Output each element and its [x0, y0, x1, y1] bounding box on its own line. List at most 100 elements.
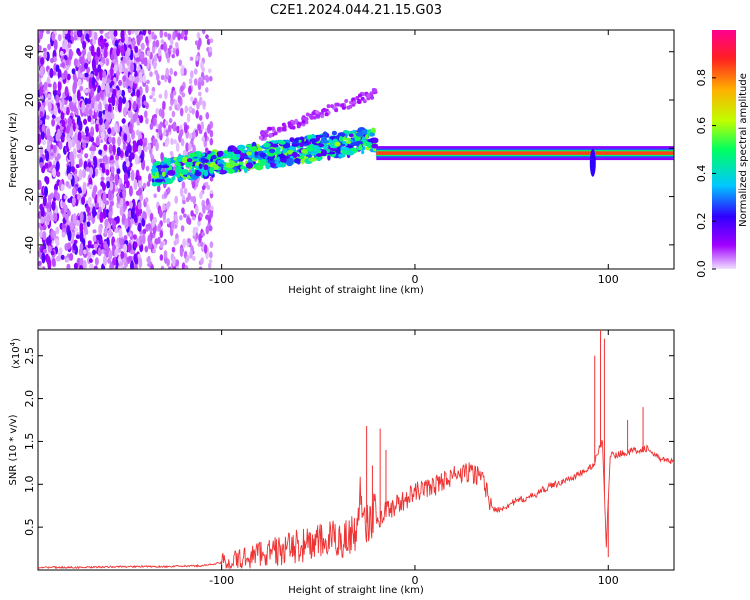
- heatmap-cell: [174, 166, 180, 174]
- heatmap-cell: [127, 41, 132, 46]
- heatmap-cell: [196, 101, 200, 110]
- heatmap-cell: [89, 147, 94, 151]
- heatmap-cell: [114, 123, 118, 133]
- heatmap-cell: [172, 121, 176, 132]
- heatmap-cell: [281, 126, 286, 131]
- heatmap-cell: [202, 204, 206, 214]
- heatmap-cell: [116, 195, 121, 202]
- heatmap-cell: [278, 140, 286, 145]
- heatmap-cell: [87, 98, 92, 105]
- heatmap-cell: [264, 133, 269, 138]
- heatmap-cell: [198, 37, 202, 47]
- heatmap-cell: [66, 136, 71, 143]
- heatmap-cell: [162, 131, 167, 137]
- heatmap-cell: [110, 53, 115, 61]
- heatmap-cell: [61, 222, 66, 230]
- heatmap-cell: [330, 147, 337, 151]
- heatmap-cell: [169, 151, 174, 156]
- heatmap-cell: [198, 266, 203, 269]
- heatmap-cell: [361, 92, 366, 97]
- heatmap-cell: [226, 168, 235, 174]
- heatmap-cell: [164, 120, 169, 126]
- heatmap-cell: [42, 224, 47, 231]
- heatmap-cell: [104, 42, 109, 48]
- heatmap-cell: [63, 204, 68, 213]
- heatmap-cell: [348, 133, 354, 138]
- heatmap-cell: [350, 142, 360, 146]
- heatmap-cell: [93, 185, 98, 193]
- heatmap-cell: [193, 68, 198, 75]
- heatmap-cell: [131, 198, 136, 210]
- heatmap-cell: [92, 229, 97, 234]
- heatmap-cell: [366, 93, 371, 98]
- heatmap-cell: [259, 158, 267, 164]
- heatmap-cell: [137, 222, 142, 232]
- heatmap-cell: [198, 163, 203, 169]
- heatmap-cell: [78, 247, 83, 256]
- heatmap-cell: [82, 135, 87, 140]
- heatmap-cell: [102, 208, 107, 219]
- heatmap-cell: [106, 181, 111, 189]
- heatmap-cell: [291, 151, 298, 158]
- heatmap-cell: [132, 100, 137, 111]
- heatmap-cell: [87, 244, 92, 249]
- heatmap-cell: [96, 46, 101, 58]
- heatmap-cell: [194, 40, 199, 46]
- heatmap-cell: [71, 196, 76, 205]
- heatmap-cell: [56, 153, 61, 160]
- heatmap-cell: [209, 38, 214, 43]
- heatmap-cell: [188, 85, 192, 95]
- heatmap-cell: [118, 228, 123, 239]
- heatmap-cell: [311, 151, 319, 155]
- heatmap-cell: [153, 243, 158, 250]
- heatmap-cell: [235, 153, 241, 158]
- heatmap-cell: [361, 150, 365, 155]
- heatmap-cell: [157, 223, 162, 232]
- heatmap-cell: [88, 77, 93, 90]
- heatmap-cell: [166, 186, 171, 194]
- heatmap-cell: [207, 123, 211, 134]
- heatmap-cell: [245, 162, 254, 169]
- heatmap-cell: [340, 103, 345, 108]
- heatmap-cell: [289, 137, 295, 143]
- heatmap-cell: [164, 140, 169, 148]
- heatmap-cell: [108, 97, 112, 104]
- heatmap-cell: [108, 30, 113, 39]
- heatmap-cell: [76, 140, 81, 151]
- heatmap-cell: [96, 92, 101, 102]
- heatmap-cell: [103, 227, 108, 235]
- heatmap-cells: [38, 30, 674, 269]
- x-tick-label: -100: [209, 273, 234, 286]
- heatmap-cell: [192, 216, 196, 221]
- heatmap-cell: [56, 171, 61, 178]
- heatmap-cell: [315, 153, 323, 157]
- heatmap-cell: [92, 146, 97, 152]
- heatmap-cell: [178, 59, 183, 67]
- heatmap-cell: [73, 31, 78, 36]
- heatmap-cell: [251, 146, 258, 153]
- heatmap-cell: [56, 255, 60, 262]
- heatmap-cell: [65, 64, 70, 70]
- heatmap-cell: [78, 169, 83, 181]
- heatmap-cell: [362, 99, 367, 104]
- heatmap-cell: [199, 213, 204, 218]
- heatmap-cell: [315, 110, 320, 115]
- heatmap-cell: [121, 89, 126, 97]
- heatmap-cell: [107, 111, 112, 123]
- heatmap-cell: [209, 167, 215, 174]
- heatmap-cell: [141, 233, 146, 245]
- heatmap-cell: [191, 181, 196, 189]
- heatmap-cell: [291, 143, 299, 147]
- heatmap-cell: [39, 230, 44, 238]
- heatmap-cell: [180, 138, 185, 147]
- heatmap-cell: [38, 195, 41, 204]
- heatmap-cell: [150, 168, 158, 173]
- heatmap-cell: [146, 50, 151, 57]
- heatmap-cell: [201, 232, 205, 237]
- heatmap-cell: [160, 39, 165, 44]
- heatmap-cell: [43, 51, 48, 60]
- heatmap-cell: [80, 66, 85, 72]
- heatmap-cell: [74, 227, 79, 232]
- heatmap-cell: [77, 193, 81, 201]
- heatmap-cell: [197, 81, 202, 91]
